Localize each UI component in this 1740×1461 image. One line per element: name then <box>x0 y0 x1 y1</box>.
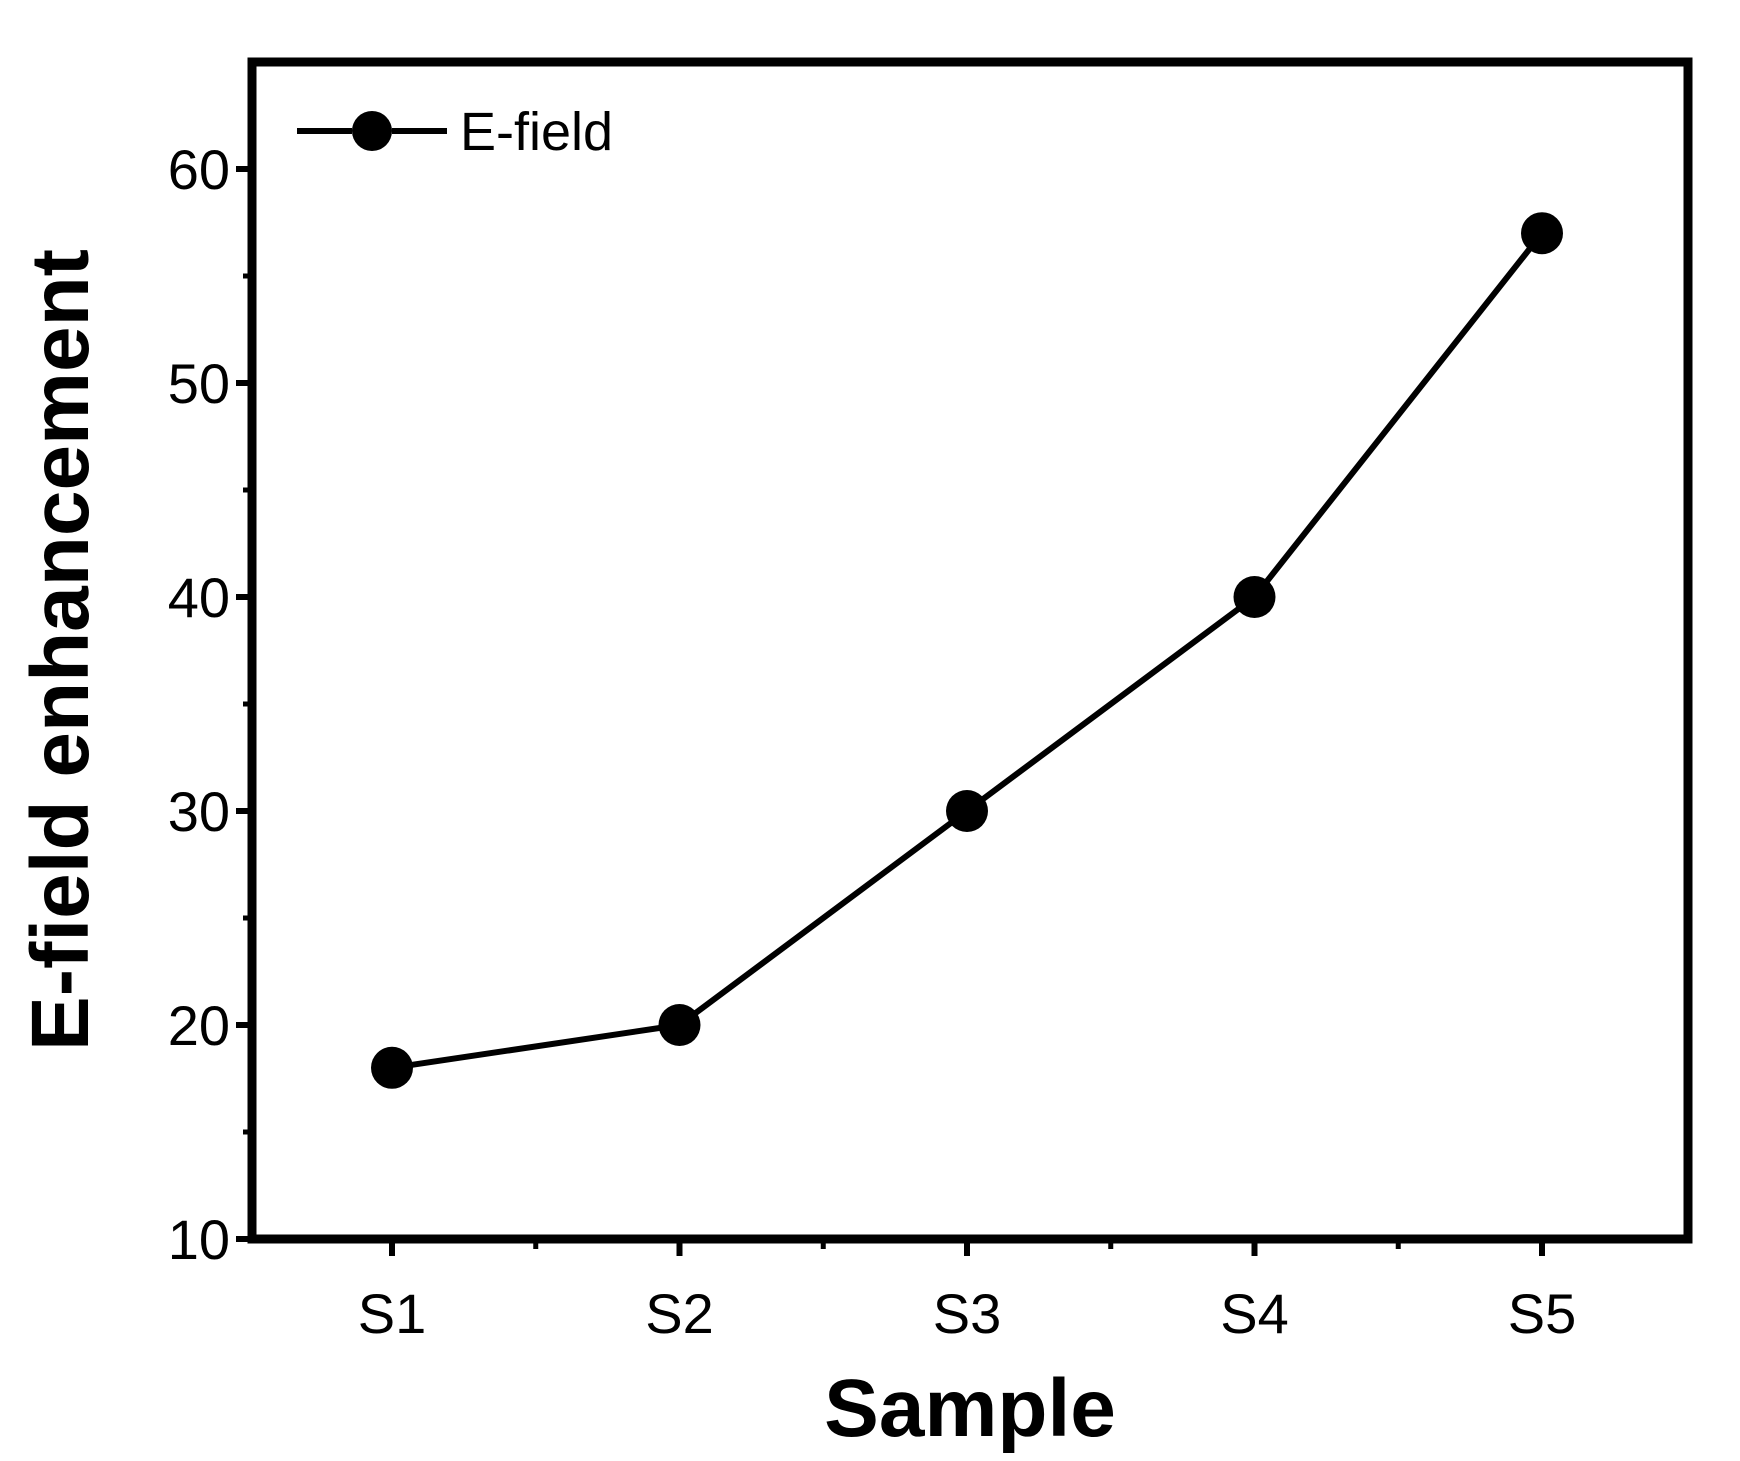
y-tick-label: 30 <box>168 780 230 843</box>
y-tick-labels: 10 20 30 40 50 60 <box>168 138 230 1271</box>
data-point-s4 <box>1233 576 1276 618</box>
legend-label: E-field <box>460 102 613 162</box>
y-tick-label: 20 <box>168 994 230 1057</box>
legend-marker <box>352 111 392 151</box>
x-axis-title: Sample <box>824 1363 1116 1454</box>
plot-frame <box>247 57 1693 1244</box>
x-tick-label: S1 <box>358 1282 427 1345</box>
series-layer <box>371 212 1563 1089</box>
legend: E-field <box>297 102 613 162</box>
y-tick-label: 60 <box>168 138 230 201</box>
data-point-s3 <box>946 790 988 832</box>
x-tick-labels: S1 S2 S3 S4 S5 <box>358 1282 1577 1345</box>
x-tick-label: S5 <box>1508 1282 1577 1345</box>
data-point-s5 <box>1521 212 1563 255</box>
x-tick-label: S2 <box>645 1282 714 1345</box>
y-tick-label: 10 <box>168 1208 230 1271</box>
x-tick-label: S3 <box>933 1282 1002 1345</box>
y-tick-label: 50 <box>168 352 230 415</box>
y-axis-title: E-field enhancement <box>15 249 106 1051</box>
y-tick-label: 40 <box>168 566 230 629</box>
data-point-s1 <box>371 1046 413 1089</box>
minor-ticks <box>243 273 1401 1249</box>
x-tick-label: S4 <box>1220 1282 1289 1345</box>
data-point-s2 <box>658 1004 701 1046</box>
major-ticks <box>236 166 1545 1256</box>
series-line-0 <box>391 231 1545 1071</box>
